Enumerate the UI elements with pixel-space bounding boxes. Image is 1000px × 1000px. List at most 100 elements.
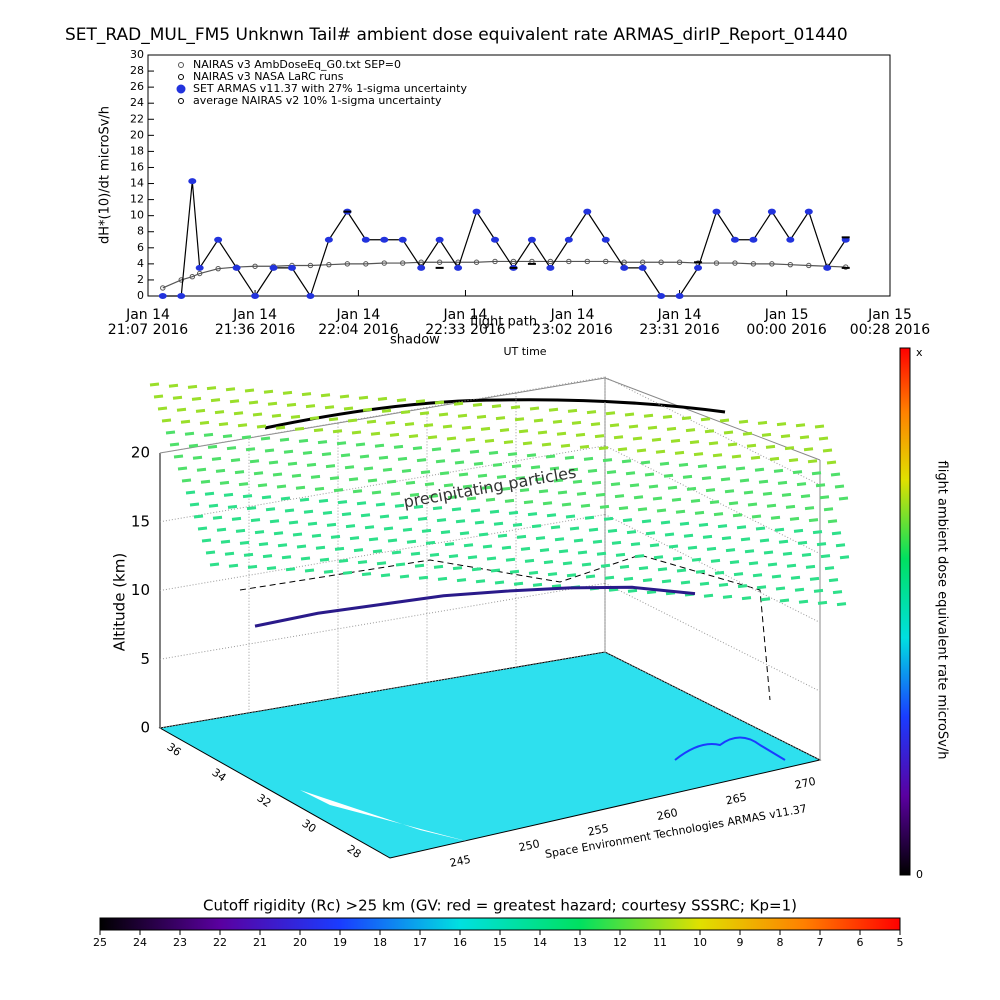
- particle-dash: [380, 573, 391, 578]
- lon-tick-label: 245: [449, 853, 472, 870]
- data-point: [492, 258, 498, 265]
- particle-dash: [452, 566, 463, 571]
- particle-dash: [294, 426, 305, 431]
- particle-dash: [830, 472, 841, 477]
- particle-dash: [149, 382, 160, 387]
- particle-dash: [558, 549, 569, 554]
- particle-dash: [481, 485, 492, 490]
- particle-dash: [699, 581, 710, 586]
- particle-dash: [646, 590, 657, 595]
- particle-dash: [231, 516, 242, 521]
- particle-dash: [245, 447, 256, 452]
- data-point: [638, 264, 647, 271]
- chart-title: SET_RAD_MUL_FM5 Unknwn Tail# ambient dos…: [65, 25, 848, 45]
- lon-tick-label: 260: [656, 806, 679, 823]
- particle-dash: [625, 471, 636, 476]
- particle-dash: [283, 449, 294, 454]
- particle-dash: [263, 389, 274, 394]
- particle-dash: [277, 543, 288, 548]
- particle-dash: [693, 452, 704, 457]
- particle-dash: [197, 526, 208, 531]
- particle-dash: [423, 423, 434, 428]
- particle-dash: [249, 459, 260, 464]
- particle-dash: [314, 486, 325, 491]
- particle-dash: [642, 578, 653, 583]
- particle-dash: [260, 436, 271, 441]
- particle-dash: [437, 576, 448, 581]
- data-point: [509, 266, 518, 269]
- particle-dash: [215, 468, 226, 473]
- particle-dash: [207, 444, 218, 449]
- particle-dash: [165, 430, 176, 435]
- particle-dash: [341, 512, 352, 517]
- particle-dash: [206, 386, 217, 391]
- particle-dash: [271, 413, 282, 418]
- particle-dash: [738, 419, 749, 424]
- particle-dash: [397, 456, 408, 461]
- data-point: [491, 236, 500, 243]
- y-tick-label: 22: [130, 112, 144, 125]
- particle-dash: [803, 447, 814, 452]
- x-tick-label: Jan 14 23:02 2016: [532, 307, 613, 338]
- particle-dash: [613, 435, 624, 440]
- data-point: [380, 236, 389, 243]
- particle-dash: [674, 450, 685, 455]
- particle-dash: [818, 436, 829, 441]
- series-line: [162, 260, 846, 289]
- particle-dash: [284, 508, 295, 513]
- x-tick-label: Jan 14 22:33 2016: [425, 307, 506, 338]
- particle-dash: [491, 404, 502, 409]
- x-tick-label-line: 00:00 2016: [746, 322, 827, 338]
- data-point: [621, 259, 627, 265]
- particle-dash: [508, 510, 519, 515]
- particle-dash: [575, 432, 586, 437]
- particle-dash: [622, 518, 633, 523]
- particle-dash: [610, 482, 621, 487]
- particle-dash: [285, 567, 296, 572]
- lon-tick-label: 255: [587, 822, 610, 839]
- particle-dash: [374, 443, 385, 448]
- particle-dash: [660, 520, 671, 525]
- data-point: [639, 259, 646, 265]
- particle-dash: [153, 394, 164, 399]
- particle-dash: [566, 573, 577, 578]
- particle-dash: [824, 566, 835, 571]
- particle-dash: [722, 594, 733, 599]
- particle-dash: [698, 522, 709, 527]
- particle-dash: [655, 449, 666, 454]
- particle-dash: [797, 540, 808, 545]
- particle-dash: [295, 485, 306, 490]
- particle-dash: [203, 432, 214, 437]
- particle-dash: [634, 554, 645, 559]
- particle-dash: [538, 489, 549, 494]
- particle-dash: [666, 426, 677, 431]
- particle-dash: [276, 484, 287, 489]
- particle-dash: [511, 464, 522, 469]
- particle-dash: [343, 406, 354, 411]
- data-point: [767, 208, 776, 215]
- x-tick-label-line: 21:07 2016: [108, 322, 189, 338]
- x-tick-label-line: 21:36 2016: [215, 322, 296, 338]
- data-point: [769, 261, 775, 267]
- particle-dash: [351, 430, 362, 435]
- particle-dash: [518, 429, 529, 434]
- particle-dash: [599, 504, 610, 509]
- particle-dash: [556, 431, 567, 436]
- particle-dash: [345, 524, 356, 529]
- particle-dash: [580, 503, 591, 508]
- particle-dash: [428, 494, 439, 499]
- particle-dash: [820, 554, 831, 559]
- particle-dash: [488, 450, 499, 455]
- particle-dash: [261, 495, 272, 500]
- x-tick-label-line: 00:28 2016: [850, 322, 931, 338]
- particle-dash: [196, 467, 207, 472]
- x-tick-label: Jan 15 00:28 2016: [850, 307, 931, 338]
- x-tick-label-line: 23:02 2016: [532, 322, 613, 338]
- data-point: [324, 236, 333, 243]
- particle-dash: [419, 411, 430, 416]
- particle-dash: [193, 514, 204, 519]
- particle-dash: [531, 524, 542, 529]
- particle-dash: [718, 582, 729, 587]
- colorbar-tick-label: 19: [333, 936, 347, 949]
